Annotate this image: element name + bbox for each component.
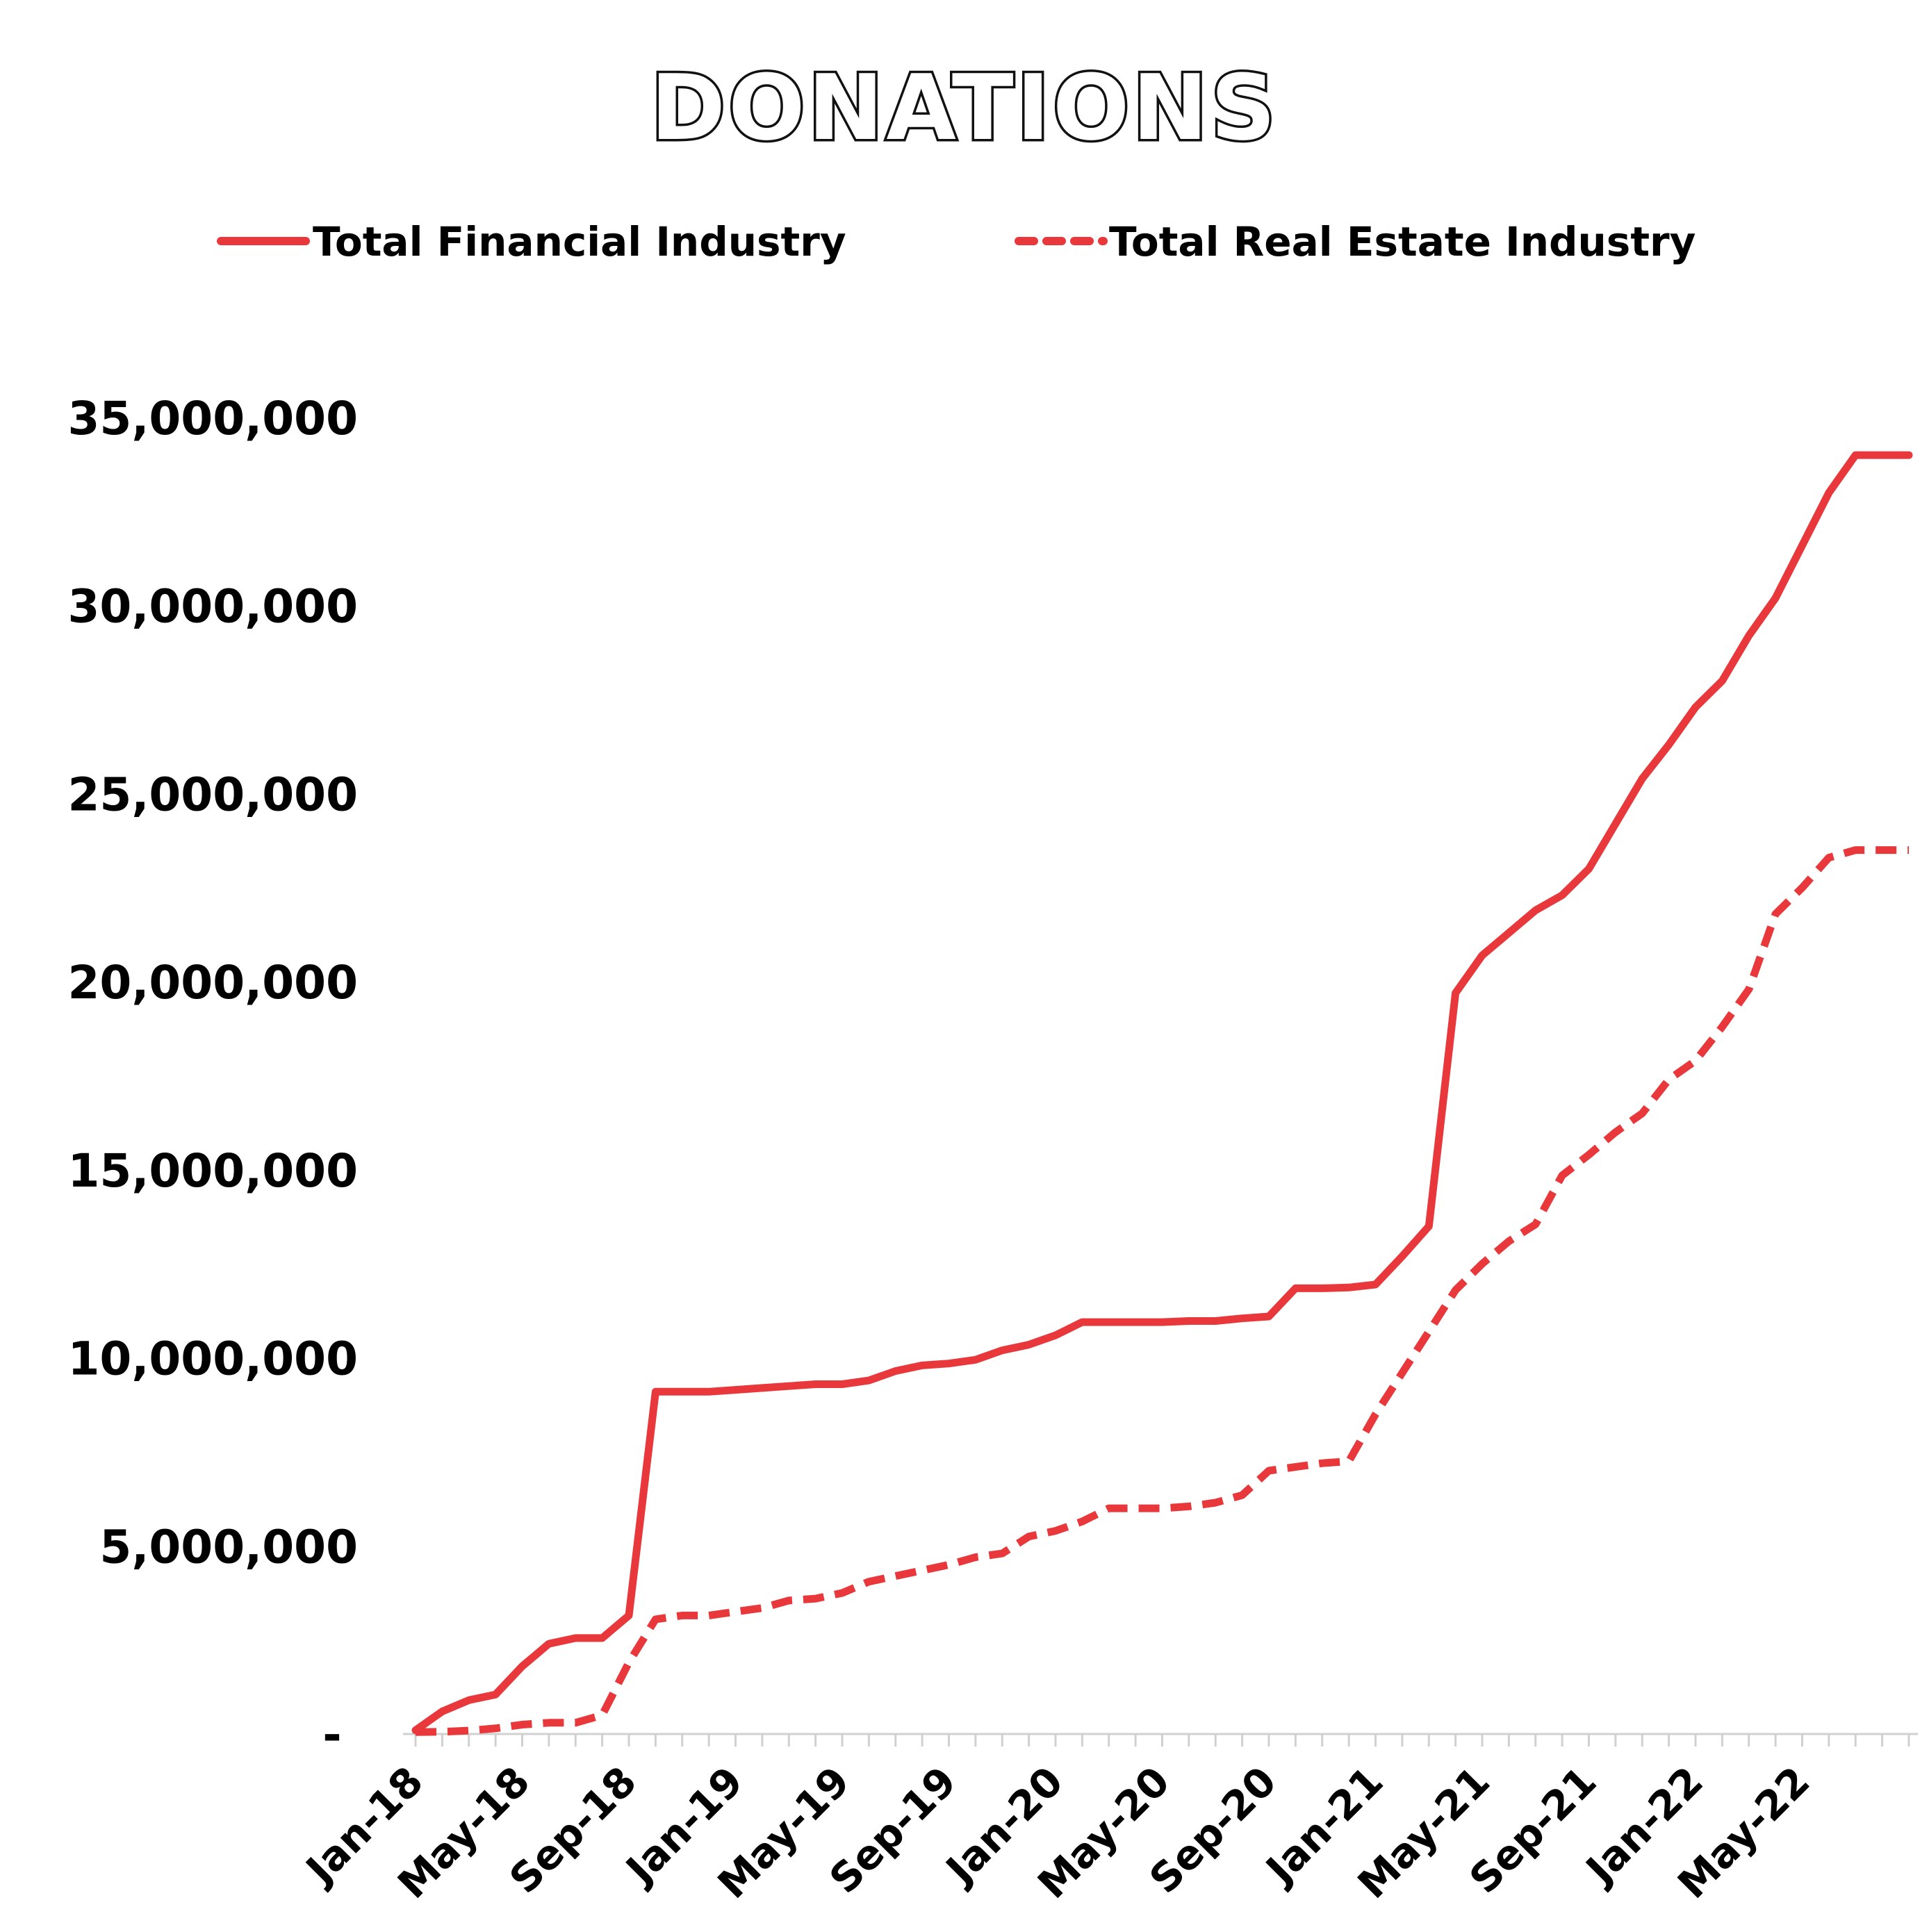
y-tick-label: - [322, 1708, 341, 1762]
y-tick-label: 5,000,000 [99, 1520, 358, 1574]
series-line-real-estate [415, 846, 1909, 1736]
chart-title: DONATIONS [650, 55, 1279, 160]
legend-label-financial: Total Financial Industry [313, 218, 846, 265]
y-tick-label: 25,000,000 [67, 768, 358, 821]
series-layer [411, 451, 1913, 1736]
y-axis: - 5,000,000 10,000,000 15,000,000 20,000,000… [67, 392, 358, 1762]
y-tick-label: 15,000,000 [67, 1144, 358, 1198]
y-tick-label: 35,000,000 [67, 392, 358, 445]
x-axis: Jan-18May-18Sep-18Jan-19May-19Sep-19Jan-… [295, 1733, 1918, 1908]
chart-legend: Total Financial Industry Total Real Esta… [217, 218, 1696, 265]
y-tick-label: 30,000,000 [67, 580, 358, 634]
series-line-financial [411, 451, 1913, 1735]
y-tick-label: 10,000,000 [67, 1332, 358, 1386]
legend-label-real-estate: Total Real Estate Industry [1109, 218, 1696, 265]
y-tick-label: 20,000,000 [67, 956, 358, 1009]
